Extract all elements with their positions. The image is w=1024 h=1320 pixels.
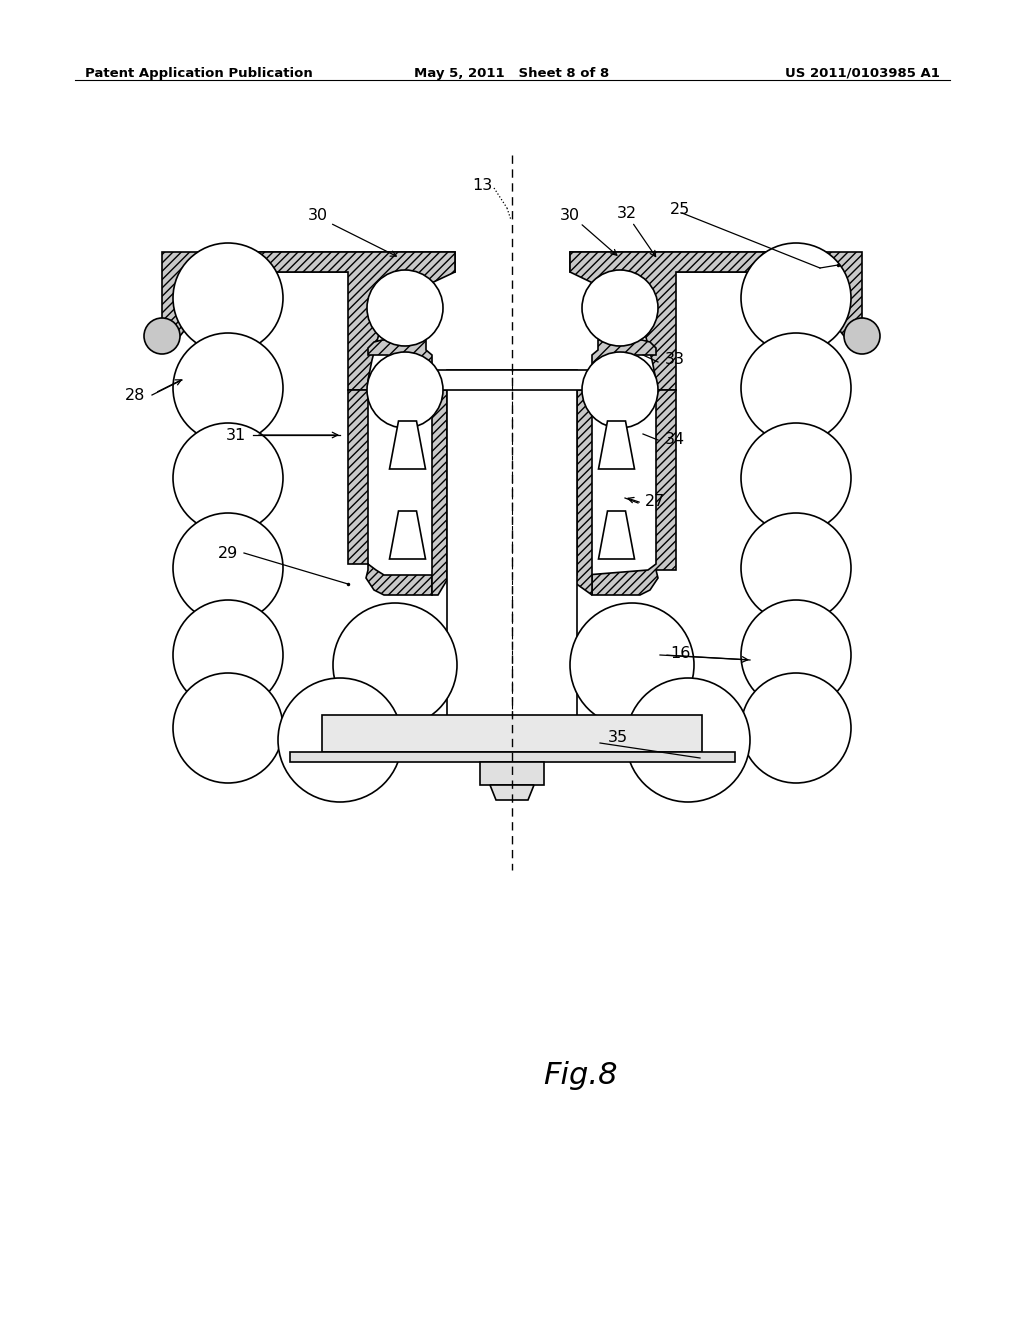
Text: 16: 16	[670, 645, 690, 660]
Polygon shape	[202, 252, 455, 272]
Text: 30: 30	[308, 207, 328, 223]
Text: 34: 34	[665, 433, 685, 447]
Text: 13: 13	[472, 178, 493, 194]
Polygon shape	[447, 370, 577, 719]
Polygon shape	[822, 252, 862, 337]
Circle shape	[570, 603, 694, 727]
Text: US 2011/0103985 A1: US 2011/0103985 A1	[785, 67, 940, 81]
Circle shape	[173, 243, 283, 352]
Circle shape	[278, 678, 402, 803]
Polygon shape	[570, 252, 822, 272]
Text: 33: 33	[665, 352, 685, 367]
Circle shape	[173, 422, 283, 533]
Polygon shape	[571, 389, 592, 595]
Text: Patent Application Publication: Patent Application Publication	[85, 67, 312, 81]
Circle shape	[741, 673, 851, 783]
Circle shape	[844, 318, 880, 354]
Text: 31: 31	[225, 428, 246, 442]
Polygon shape	[432, 389, 447, 595]
Circle shape	[144, 318, 180, 354]
Circle shape	[173, 673, 283, 783]
Polygon shape	[290, 752, 735, 762]
Circle shape	[173, 513, 283, 623]
Polygon shape	[586, 389, 676, 595]
Polygon shape	[592, 341, 656, 370]
Circle shape	[173, 601, 283, 710]
Circle shape	[741, 601, 851, 710]
Circle shape	[741, 422, 851, 533]
Circle shape	[367, 352, 443, 428]
Polygon shape	[490, 785, 534, 800]
Text: 29: 29	[218, 545, 238, 561]
Polygon shape	[598, 421, 635, 469]
Circle shape	[741, 513, 851, 623]
Polygon shape	[570, 252, 822, 389]
Text: 27: 27	[645, 495, 666, 510]
Polygon shape	[322, 715, 702, 752]
Polygon shape	[348, 389, 432, 595]
Circle shape	[173, 333, 283, 444]
Text: May 5, 2011   Sheet 8 of 8: May 5, 2011 Sheet 8 of 8	[415, 67, 609, 81]
Circle shape	[741, 243, 851, 352]
Circle shape	[367, 271, 443, 346]
Text: Fig.8: Fig.8	[543, 1060, 617, 1089]
Text: 32: 32	[617, 206, 637, 220]
Circle shape	[582, 352, 658, 428]
Polygon shape	[480, 762, 544, 785]
Polygon shape	[202, 252, 455, 389]
Text: 35: 35	[608, 730, 628, 746]
Circle shape	[582, 271, 658, 346]
Text: 30: 30	[560, 207, 580, 223]
Circle shape	[741, 333, 851, 444]
Polygon shape	[368, 341, 432, 370]
Text: 28: 28	[125, 388, 145, 403]
Polygon shape	[598, 511, 635, 558]
Polygon shape	[389, 511, 426, 558]
Text: 25: 25	[670, 202, 690, 218]
Polygon shape	[162, 252, 202, 337]
Polygon shape	[389, 421, 426, 469]
Circle shape	[333, 603, 457, 727]
Circle shape	[626, 678, 750, 803]
Polygon shape	[432, 370, 592, 389]
